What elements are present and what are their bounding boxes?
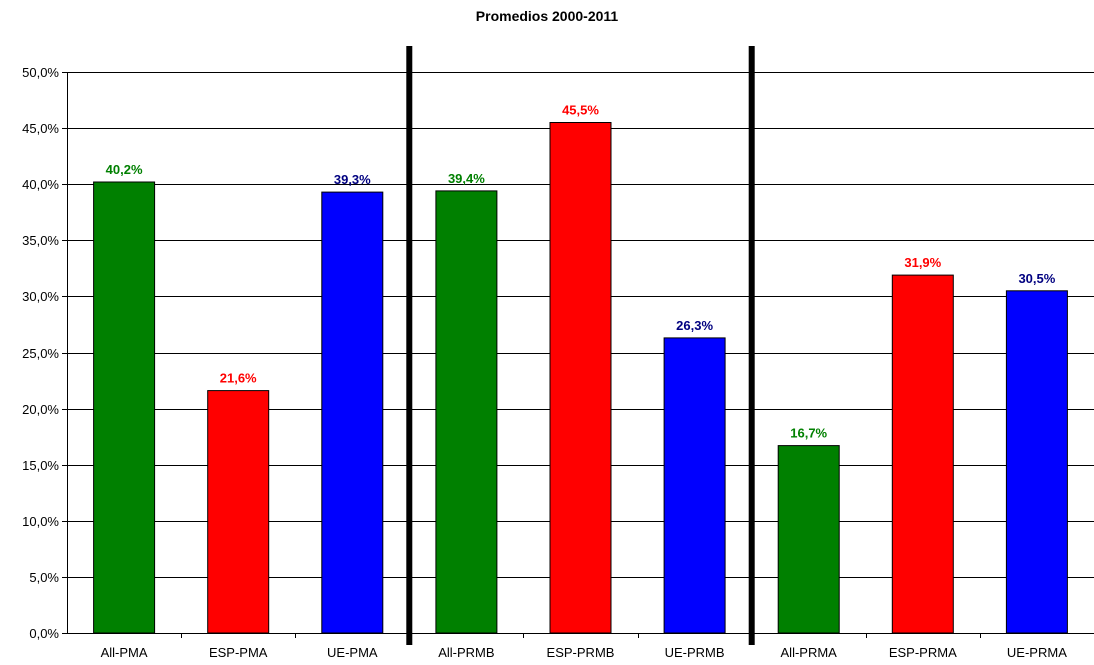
x-tick-label: ESP-PRMB: [547, 645, 615, 660]
y-tick-label: 45,0%: [22, 121, 59, 136]
data-label: 45,5%: [562, 103, 599, 118]
bar-ue-prma: [1005, 290, 1068, 634]
y-tick-label: 0,0%: [29, 626, 59, 641]
data-label: 39,4%: [448, 171, 485, 186]
data-label: 39,3%: [334, 172, 371, 187]
y-tick-label: 30,0%: [22, 289, 59, 304]
x-tick-label: UE-PRMB: [665, 645, 725, 660]
bar-esp-prma: [891, 274, 954, 634]
data-label: 16,7%: [790, 426, 827, 441]
y-tick-label: 20,0%: [22, 402, 59, 417]
y-axis: 0,0% 5,0% 10,0% 15,0% 20,0% 25,0% 30,0% 35,0% 40…: [22, 65, 68, 641]
x-tick-label: ESP-PMA: [209, 645, 268, 660]
x-tick-label: All-PRMB: [438, 645, 494, 660]
bar-ue-prmb: [663, 337, 726, 634]
y-tick-label: 50,0%: [22, 65, 59, 80]
bar-esp-pma: [207, 390, 270, 634]
y-tick-label: 40,0%: [22, 177, 59, 192]
y-tick-label: 25,0%: [22, 346, 59, 361]
y-tick-label: 35,0%: [22, 233, 59, 248]
x-tick-label: All-PRMA: [781, 645, 838, 660]
bar-all-prmb: [435, 190, 498, 634]
data-labels: 40,2% 21,6% 39,3% 39,4% 45,5% 26,3% 16,7% 31,9%…: [106, 103, 1056, 441]
x-tick-label: ESP-PRMA: [889, 645, 957, 660]
x-tick-label: UE-PRMA: [1007, 645, 1067, 660]
bar-all-pma: [93, 181, 156, 634]
bar-ue-pma: [321, 191, 384, 634]
data-label: 26,3%: [676, 318, 713, 333]
data-label: 31,9%: [904, 255, 941, 270]
bars: [93, 122, 1068, 634]
group-separators: [406, 46, 755, 645]
y-tick-label: 5,0%: [29, 570, 59, 585]
y-tick-label: 10,0%: [22, 514, 59, 529]
y-tick-label: 15,0%: [22, 458, 59, 473]
data-label: 40,2%: [106, 162, 143, 177]
x-axis: All-PMA ESP-PMA UE-PMA All-PRMB ESP-PRMB UE-P…: [62, 633, 1094, 660]
x-tick-label: All-PMA: [101, 645, 148, 660]
chart-title: Promedios 2000-2011: [476, 8, 619, 24]
data-label: 30,5%: [1018, 271, 1055, 286]
data-label: 21,6%: [220, 371, 257, 386]
bar-esp-prmb: [549, 122, 612, 634]
x-tick-label: UE-PMA: [327, 645, 378, 660]
bar-all-prma: [777, 445, 840, 634]
